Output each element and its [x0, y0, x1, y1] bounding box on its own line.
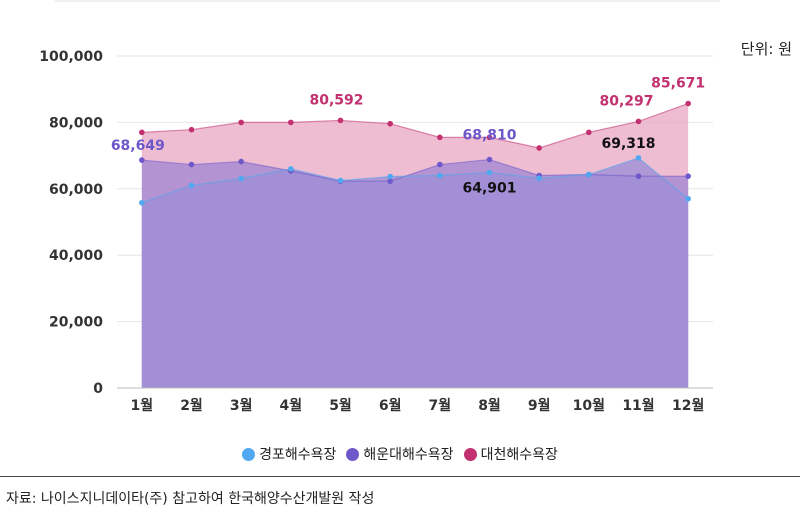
x-tick-label: 11월 [622, 397, 654, 414]
data-point [288, 119, 294, 126]
data-label: 85,671 [651, 76, 705, 92]
area-chart: 0 20,000 40,000 60,000 80,000 100,000 1월 2월 3월 4월… [39, 49, 713, 414]
y-tick-label: 60,000 [49, 182, 103, 198]
source-note: 자료: 나이스지니데이타(주) 참고하여 한국해양수산개발원 작성 [6, 491, 375, 507]
legend-label-haeundae: 해운대해수욕장 [363, 447, 454, 463]
legend-item-daecheon: 대천해수욕장 [463, 444, 558, 464]
data-point [486, 156, 493, 163]
y-tick-label: 80,000 [49, 115, 103, 131]
data-point [238, 119, 244, 126]
y-tick-label: 40,000 [49, 248, 103, 264]
data-label: 80,592 [309, 92, 363, 108]
data-point [387, 173, 393, 180]
x-tick-label: 10월 [573, 397, 605, 414]
series-line [141, 158, 689, 182]
legend-marker-daecheon [463, 447, 477, 461]
data-point [635, 118, 642, 125]
data-point [635, 155, 642, 161]
legend-item-haeundae: 해운대해수욕장 [346, 444, 454, 464]
x-tick-label: 6월 [379, 397, 402, 414]
legend-label-daecheon: 대천해수욕장 [480, 447, 558, 463]
y-tick-label: 100,000 [39, 49, 103, 65]
top-border [55, 0, 720, 2]
data-point [387, 120, 393, 127]
data-point [188, 126, 195, 133]
data-point [685, 195, 691, 202]
data-point [635, 173, 642, 179]
data-point [337, 177, 344, 184]
data-point [139, 199, 145, 206]
data-point [139, 129, 145, 136]
legend-marker-haeundae [346, 447, 360, 461]
area-fill [141, 157, 689, 388]
data-point [437, 172, 443, 179]
series-line [141, 157, 689, 204]
source-divider [0, 476, 800, 477]
data-point [486, 134, 493, 141]
x-tick-label: 4월 [280, 397, 303, 414]
data-point [437, 134, 443, 141]
data-point [586, 129, 592, 136]
x-tick-label: 1월 [131, 397, 154, 414]
data-point [536, 175, 542, 181]
x-tick-label: 7월 [429, 397, 452, 414]
unit-label: 단위: 원 [740, 40, 792, 58]
data-point [288, 166, 294, 172]
data-label: 68,649 [111, 138, 165, 154]
x-tick-label: 9월 [528, 397, 551, 414]
y-tick-label: 20,000 [49, 315, 103, 331]
x-tick-label: 8월 [478, 397, 501, 414]
data-point [238, 175, 244, 182]
data-label: 69,318 [601, 136, 655, 152]
data-point [486, 169, 493, 176]
data-point [337, 117, 344, 124]
chart-legend: 경포해수욕장 해운대해수욕장 대천해수욕장 [0, 444, 800, 464]
y-tick-label: 0 [93, 381, 103, 397]
data-point [685, 100, 691, 107]
data-label: 80,297 [599, 93, 653, 109]
x-tick-label: 5월 [329, 397, 352, 414]
data-point [238, 158, 244, 165]
x-tick-label: 2월 [180, 397, 203, 414]
data-point [685, 173, 691, 179]
data-point [188, 182, 195, 189]
data-point [188, 161, 195, 168]
legend-label-gyeongpo: 경포해수욕장 [259, 447, 337, 463]
x-tick-label: 3월 [230, 397, 253, 414]
legend-marker-gyeongpo [242, 447, 256, 461]
x-tick-label: 12월 [672, 397, 704, 414]
legend-item-gyeongpo: 경포해수욕장 [242, 444, 336, 464]
data-point [586, 171, 592, 178]
data-point [387, 178, 393, 184]
data-point [536, 145, 542, 151]
data-point [437, 161, 443, 168]
series-line [141, 103, 689, 149]
data-label: 64,901 [462, 181, 516, 197]
data-point [139, 157, 145, 163]
data-label: 68,810 [462, 128, 516, 144]
